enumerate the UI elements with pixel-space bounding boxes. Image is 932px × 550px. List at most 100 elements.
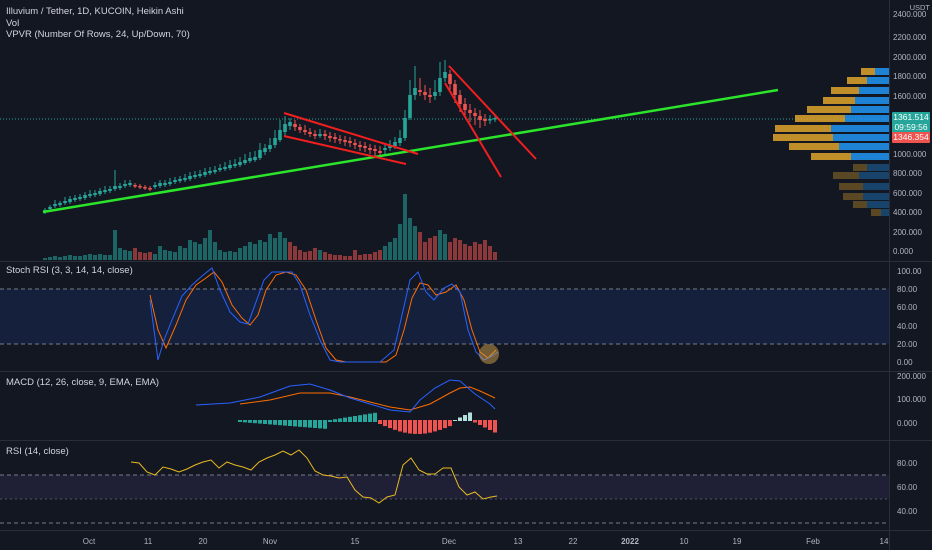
candle-body [463, 104, 467, 110]
volume-legend[interactable]: Vol [6, 18, 20, 29]
candle-body [158, 183, 162, 186]
drawings[interactable] [42, 65, 779, 214]
vpvr-up-bar [845, 115, 889, 122]
macd-hist-bar [248, 420, 252, 423]
volume-bar [393, 238, 397, 260]
volume-bar [303, 252, 307, 260]
candle-body [168, 182, 172, 184]
macd-hist-bar [393, 420, 397, 430]
volume-bar [283, 238, 287, 260]
symbol-title[interactable]: Illuvium / Tether, 1D, KUCOIN, Heikin As… [6, 6, 184, 17]
candle-body [123, 184, 127, 186]
macd-hist-bar [423, 420, 427, 434]
macd-hist-bar [463, 415, 467, 421]
volume-bar [488, 246, 492, 260]
candle-body [103, 190, 107, 192]
volume-bar [193, 242, 197, 260]
volume-bar [213, 242, 217, 260]
candle-body [153, 185, 157, 187]
volume-bar [63, 256, 67, 260]
price-tick-label: 2000.000 [893, 53, 927, 62]
flag2-lower-line[interactable] [444, 82, 502, 178]
candle-body [378, 151, 382, 153]
vpvr-down-bar [795, 115, 845, 122]
candle-body [383, 148, 387, 150]
vpvr-down-bar [789, 143, 839, 150]
volume-bar [243, 246, 247, 260]
vpvr-down-bar [823, 97, 855, 104]
rsi-legend[interactable]: RSI (14, close) [6, 446, 69, 457]
macd-hist-bar [378, 420, 382, 424]
volume-bar [408, 218, 412, 260]
volume-bar [118, 248, 122, 260]
volume-bar [93, 255, 97, 260]
macd-tick-label: 100.000 [897, 395, 926, 404]
candle-body [493, 118, 497, 120]
candle-body [218, 168, 222, 170]
candle-body [313, 134, 317, 136]
candle-body [78, 197, 82, 199]
volume-bar [78, 256, 82, 260]
volume-bar [413, 226, 417, 260]
candle-body [143, 187, 147, 189]
vpvr-legend[interactable]: VPVR (Number Of Rows, 24, Up/Down, 70) [6, 29, 190, 40]
macd-hist-bar [268, 420, 272, 425]
volume-bar [388, 242, 392, 260]
vpvr-up-bar [875, 68, 889, 75]
volume-bar [298, 250, 302, 260]
rsi-line [130, 449, 498, 504]
vpvr-down-bar [811, 153, 851, 160]
macd-hist-bar [293, 420, 297, 427]
candle-body [323, 134, 327, 136]
volume-bar [238, 248, 242, 260]
candle-body [58, 203, 62, 205]
candle-body [88, 194, 92, 196]
macd-signal-line [239, 386, 496, 411]
flag1-upper-line[interactable] [283, 112, 419, 155]
candle-body [48, 207, 52, 209]
macd-hist-bar [278, 420, 282, 426]
volume-bar [108, 255, 112, 260]
macd-hist-bar [458, 417, 462, 421]
rsi-tick-label: 40.00 [897, 507, 918, 516]
macd-hist-bar [493, 420, 497, 433]
candle-body [83, 195, 87, 198]
candle-body [388, 145, 392, 148]
macd-hist-bar [408, 420, 412, 434]
flag1-lower-line[interactable] [283, 135, 407, 165]
candle-body [428, 95, 432, 97]
candle-body [368, 148, 372, 150]
candle-body [338, 139, 342, 141]
volume-bar [103, 255, 107, 260]
volume-bar [288, 242, 292, 260]
stoch-band [0, 289, 889, 344]
vpvr-down-bar [843, 193, 863, 200]
vpvr-up-bar [831, 125, 889, 132]
volume-bar [418, 232, 422, 260]
candle-body [398, 138, 402, 143]
macd-hist-bar [313, 420, 317, 428]
candle-body [233, 164, 237, 166]
volume-bar [43, 258, 47, 260]
vpvr-up-bar [867, 164, 889, 171]
candle-body [178, 179, 182, 181]
volume-bar [168, 251, 172, 260]
macd-hist-bar [448, 420, 452, 427]
macd-hist-bar [328, 420, 332, 422]
candle-body [268, 145, 272, 149]
candle-body [473, 113, 477, 116]
candle-body [413, 88, 417, 95]
stoch-tick-label: 100.00 [897, 267, 922, 276]
stoch-legend[interactable]: Stoch RSI (3, 3, 14, 14, close) [6, 265, 133, 276]
volume-bar [98, 254, 102, 260]
volume-bar [68, 255, 72, 260]
volume-bar [338, 255, 342, 260]
price-tick-label: 2200.000 [893, 33, 927, 42]
macd-legend[interactable]: MACD (12, 26, close, 9, EMA, EMA) [6, 377, 160, 388]
flag2-upper-line[interactable] [448, 65, 537, 160]
volume-bar [163, 250, 167, 260]
currency-label: USDT [910, 3, 931, 12]
rsi-band [0, 475, 889, 499]
volume-bar [178, 246, 182, 260]
